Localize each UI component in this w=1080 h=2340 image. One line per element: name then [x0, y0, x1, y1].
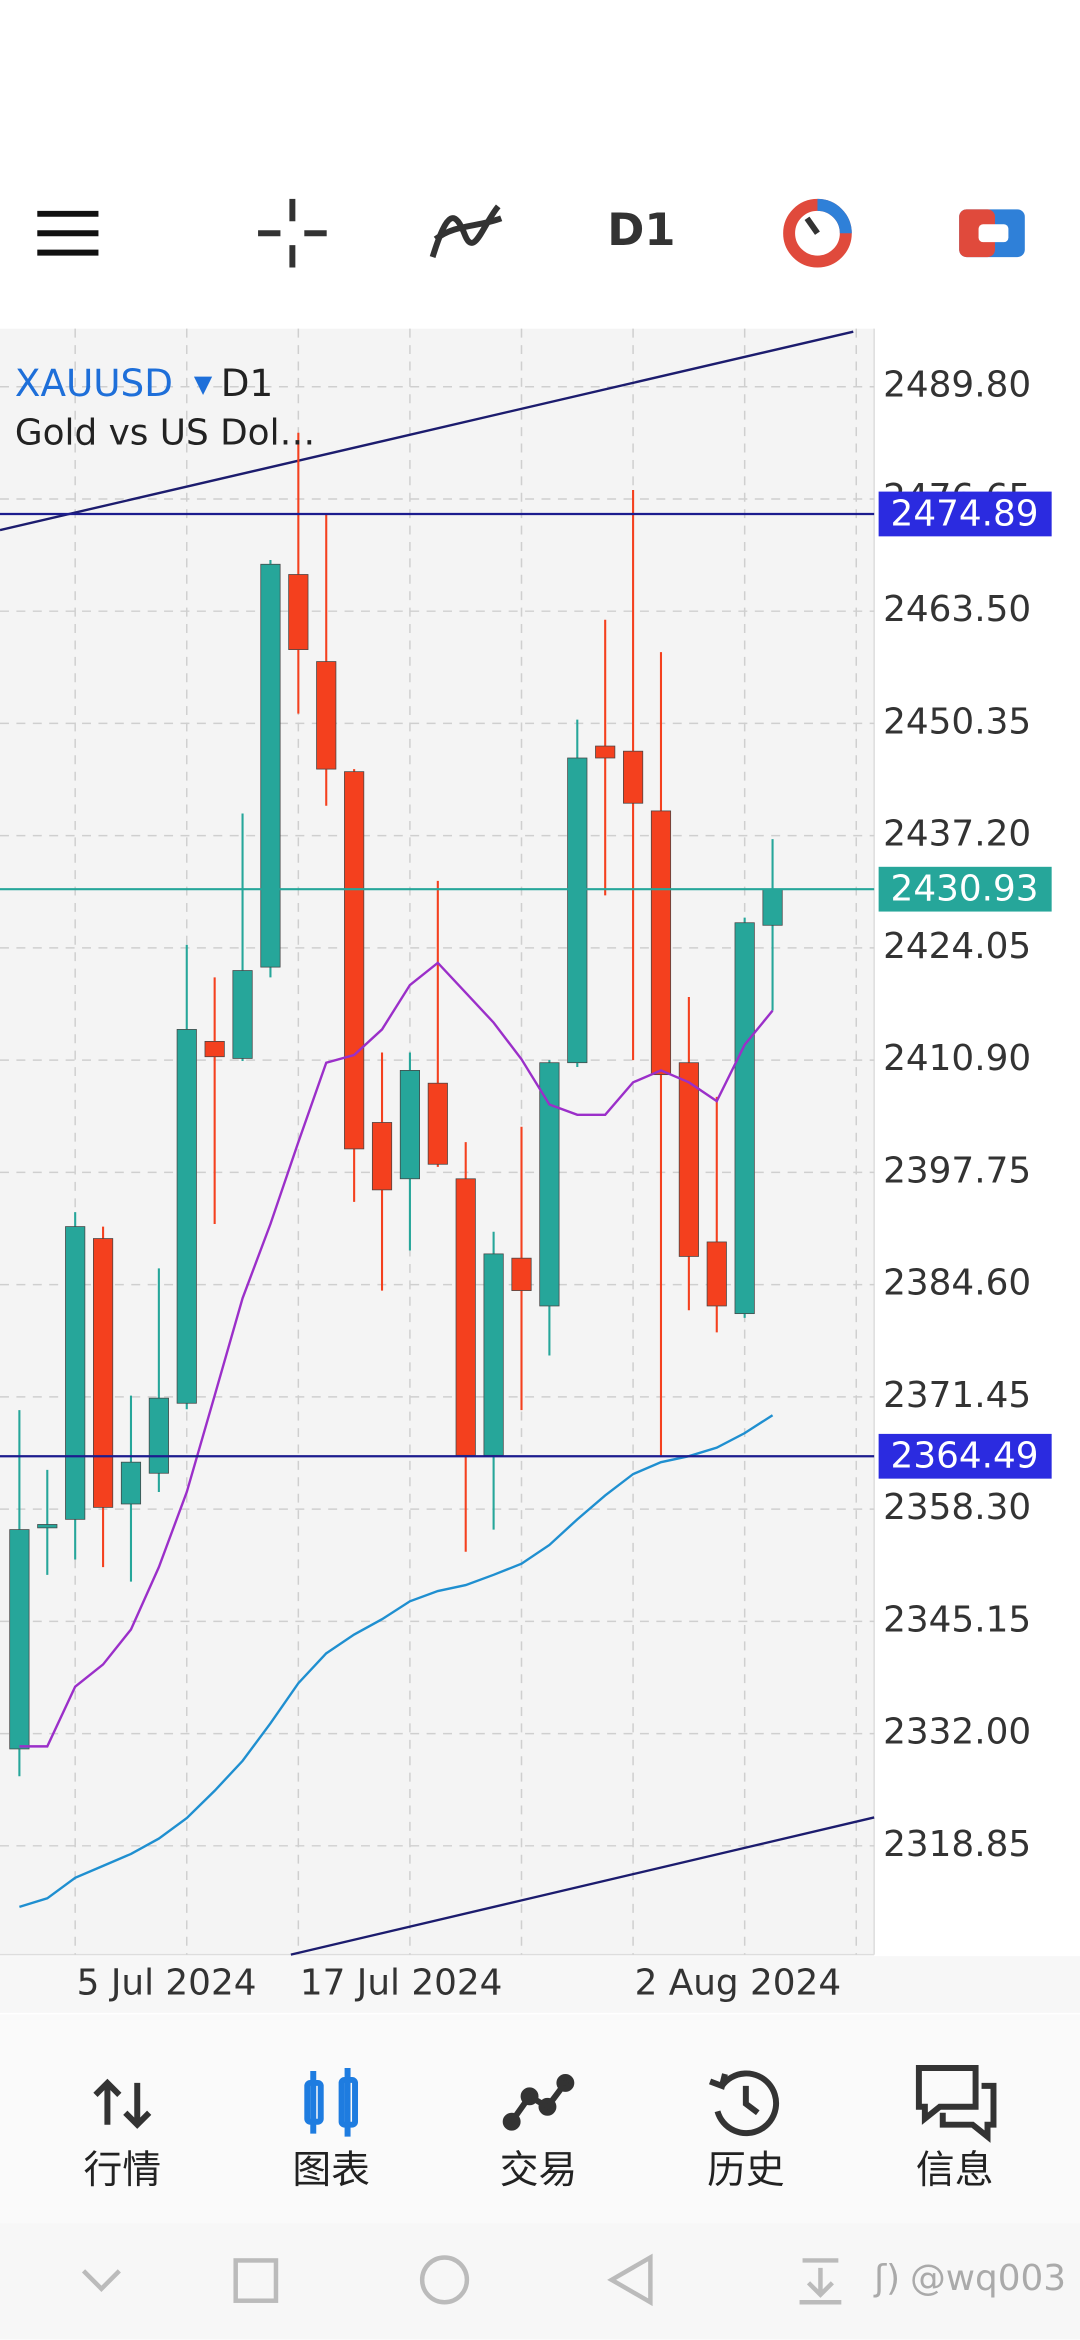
candle-body — [567, 757, 588, 1064]
candle-body — [427, 1082, 448, 1165]
chart-timeframe: D1 — [221, 361, 273, 405]
watermark: @wq003 — [910, 2258, 1066, 2299]
candle-body — [316, 661, 337, 770]
history-icon — [709, 2070, 780, 2137]
y-tick-label: 2450.35 — [883, 701, 1031, 742]
candle-body — [344, 771, 365, 1150]
x-tick-label: 17 Jul 2024 — [300, 1962, 503, 2003]
tab-label[interactable]: 历史 — [707, 2148, 785, 2193]
candle-body — [260, 563, 281, 968]
tab-label[interactable]: 信息 — [916, 2148, 994, 2193]
back-button[interactable] — [607, 2253, 653, 2307]
tab-label[interactable]: 行情 — [84, 2148, 162, 2193]
toolbar: D1 — [37, 198, 1025, 268]
y-tick-label: 2463.50 — [883, 589, 1031, 630]
y-tick-label: 2318.85 — [883, 1824, 1031, 1865]
candle-body — [595, 745, 616, 759]
candle-body — [539, 1062, 560, 1307]
candle-body — [678, 1062, 699, 1257]
candle-body — [120, 1461, 142, 1505]
tab-label[interactable]: 交易 — [500, 2148, 578, 2193]
download-button[interactable] — [799, 2258, 842, 2305]
plot — [9, 432, 783, 1908]
candle-body — [371, 1122, 393, 1191]
y-tick-label: 2384.60 — [883, 1263, 1031, 1304]
candle-body — [176, 1029, 197, 1404]
quotes-icon — [93, 2078, 152, 2129]
trendline — [290, 1816, 875, 1956]
candle-body — [455, 1178, 476, 1456]
candle-body — [93, 1238, 114, 1508]
collapse-button[interactable] — [81, 2269, 121, 2292]
tab-label[interactable]: 图表 — [292, 2148, 370, 2193]
candle-body — [399, 1070, 420, 1180]
y-tick-label: 2397.75 — [883, 1150, 1031, 1191]
candle-body — [511, 1257, 532, 1291]
y-tick-label: 2358.30 — [883, 1487, 1031, 1528]
messages-icon — [915, 2065, 997, 2143]
tabs: 行情 图表 交易 历史 信息 — [84, 2148, 994, 2193]
watermark-icon: ʃ) — [873, 2258, 900, 2299]
candle-body — [762, 888, 783, 926]
chart-icon — [304, 2068, 359, 2137]
candle-body — [9, 1529, 30, 1750]
symbol-dropdown[interactable]: ▼ — [194, 370, 213, 398]
candle-body — [623, 750, 644, 804]
x-tick-label: 5 Jul 2024 — [77, 1962, 257, 2003]
candle-body — [288, 574, 309, 650]
timeframe-button[interactable]: D1 — [607, 203, 675, 256]
price-label-box — [878, 1433, 1052, 1479]
date-axis-background — [0, 1956, 1080, 2013]
candle-body — [65, 1226, 86, 1520]
price-label: 2430.93 — [891, 869, 1039, 910]
x-tick-label: 2 Aug 2024 — [635, 1962, 842, 2003]
y-tick-label: 2332.00 — [883, 1712, 1031, 1753]
timer-button[interactable] — [783, 198, 852, 268]
y-tick-label: 2424.05 — [883, 926, 1031, 967]
moving-average — [19, 961, 774, 1748]
moving-average — [19, 1414, 774, 1908]
candle-body — [734, 922, 755, 1315]
trendlines — [0, 330, 875, 1956]
y-tick-label: 2489.80 — [883, 365, 1031, 406]
price-label-box — [878, 866, 1052, 912]
switch-button[interactable] — [959, 209, 1025, 258]
system-buttons — [81, 2253, 842, 2307]
recents-button[interactable] — [233, 2258, 279, 2303]
price-lines: 2474.89 2430.93 2364.49 — [0, 491, 1052, 1479]
candle-body — [650, 810, 672, 1076]
trendline — [0, 330, 854, 532]
candle-body — [706, 1241, 727, 1307]
trade-icon — [502, 2073, 575, 2131]
candle-body — [232, 970, 253, 1059]
y-tick-label: 2371.45 — [883, 1375, 1031, 1416]
symbol[interactable]: XAUUSD — [15, 361, 173, 405]
tab-icons — [93, 2065, 997, 2143]
y-tick-label: 2410.90 — [883, 1038, 1031, 1079]
price-axis: 2318.85 2332.00 2345.15 2358.30 2371.45 2384.… — [77, 365, 1031, 2004]
system-bar — [0, 2223, 1080, 2340]
candle-body — [204, 1040, 225, 1058]
candle-body — [483, 1253, 504, 1456]
crosshair-button[interactable] — [258, 198, 327, 268]
menu-button[interactable] — [37, 210, 99, 256]
price-label-box — [878, 491, 1052, 537]
price-label: 2474.89 — [891, 493, 1039, 534]
candle-body — [148, 1397, 169, 1474]
price-label: 2364.49 — [891, 1436, 1039, 1477]
indicators-button[interactable] — [429, 204, 503, 258]
tab-bar — [0, 2014, 1080, 2224]
symbol-description: Gold vs US Dol… — [15, 413, 315, 454]
y-tick-label: 2345.15 — [883, 1599, 1031, 1640]
candle-body — [37, 1524, 58, 1529]
home-button[interactable] — [419, 2255, 470, 2305]
y-tick-label: 2437.20 — [883, 814, 1031, 855]
